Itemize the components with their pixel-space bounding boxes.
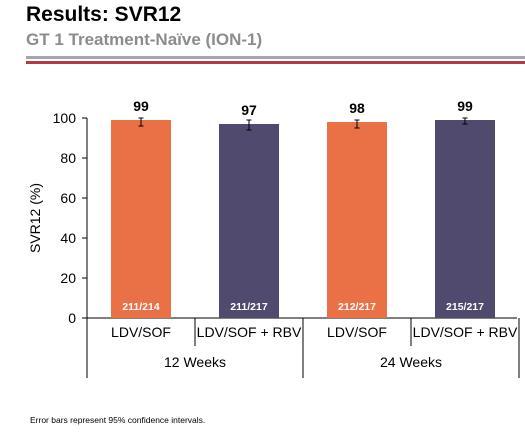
footnote: Error bars represent 95% confidence inte…	[30, 415, 206, 425]
bar	[327, 122, 387, 318]
x-group-label: 24 Weeks	[380, 354, 442, 370]
page-subtitle: GT 1 Treatment-Naïve (ION-1)	[26, 30, 263, 49]
data-label: 98	[349, 100, 365, 116]
page-title: Results: SVR12	[26, 3, 182, 26]
data-label: 99	[457, 98, 473, 114]
header-rule-red	[26, 61, 525, 64]
bar-count-label: 215/217	[446, 301, 484, 313]
bar	[435, 120, 495, 318]
data-label: 97	[241, 102, 257, 118]
x-tick-label: LDV/SOF + RBV	[413, 324, 518, 340]
y-tick-label: 40	[60, 230, 76, 246]
x-tick-label: LDV/SOF	[327, 324, 387, 340]
bar-count-label: 211/217	[230, 301, 268, 313]
bar	[111, 120, 171, 318]
svr12-bar-chart: 0 20 40 60 80 100 SVR12 (%) 99 211/214 LDV/SOF 97 2…	[27, 98, 520, 378]
y-tick-label: 100	[53, 110, 77, 126]
x-tick-label: LDV/SOF + RBV	[197, 324, 302, 340]
y-tick-label: 80	[60, 150, 76, 166]
y-axis-title: SVR12 (%)	[27, 183, 43, 253]
bar-count-label: 212/217	[338, 301, 376, 313]
data-label: 99	[133, 98, 149, 114]
x-tick-label: LDV/SOF	[111, 324, 171, 340]
y-tick-label: 60	[60, 190, 76, 206]
y-tick-label: 0	[68, 310, 76, 326]
header-rule-gray	[26, 56, 525, 59]
bar-count-label: 211/214	[122, 301, 160, 313]
x-group-label: 12 Weeks	[164, 354, 226, 370]
y-tick-label: 20	[60, 270, 76, 286]
bar	[219, 124, 279, 318]
